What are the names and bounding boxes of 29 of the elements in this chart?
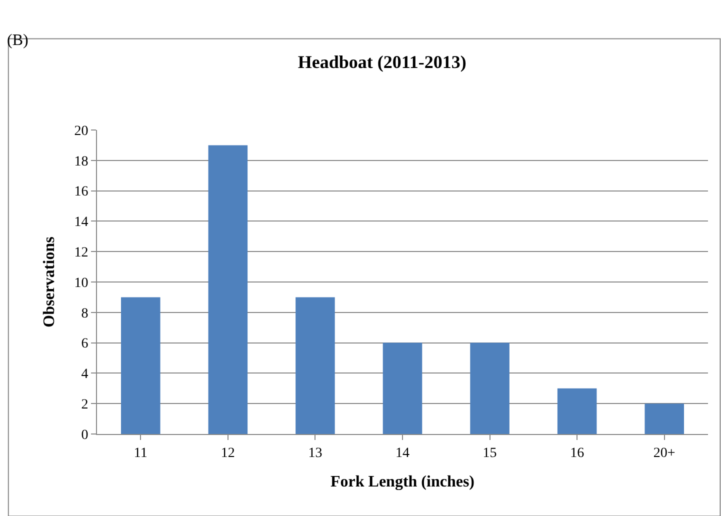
y-tick-label: 4 — [81, 367, 88, 382]
x-tick-label: 13 — [308, 446, 322, 461]
y-tick-label: 14 — [74, 215, 88, 230]
bar — [557, 388, 597, 434]
x-tick-label: 20+ — [653, 446, 676, 461]
x-tick-label: 16 — [570, 446, 584, 461]
x-tick-label: 12 — [220, 446, 235, 461]
y-tick-label: 20 — [74, 124, 88, 139]
x-tick-label: 14 — [396, 446, 410, 461]
bar — [470, 342, 510, 434]
y-tick-label: 8 — [81, 306, 88, 322]
x-tick-label: 15 — [482, 446, 497, 461]
y-tick-label: 6 — [81, 336, 88, 352]
text: (B) — [7, 32, 28, 49]
y-tick-label: 10 — [74, 276, 88, 291]
bar — [121, 297, 160, 434]
y-axis-title: Observations — [41, 236, 58, 328]
y-tick-label: 12 — [74, 246, 88, 260]
x-axis-title: Fork Length (inches) — [330, 474, 474, 490]
bar — [296, 297, 335, 434]
x-tick-label: 11 — [134, 446, 148, 461]
y-tick-label: 0 — [81, 428, 88, 443]
y-tick-label: 2 — [81, 398, 88, 412]
chart-title: Headboat (2011-2013) — [298, 52, 466, 72]
bar — [208, 145, 248, 434]
bar — [644, 404, 684, 434]
bar — [382, 342, 422, 434]
y-tick-label: 16 — [74, 184, 88, 200]
y-tick-label: 18 — [74, 154, 88, 170]
